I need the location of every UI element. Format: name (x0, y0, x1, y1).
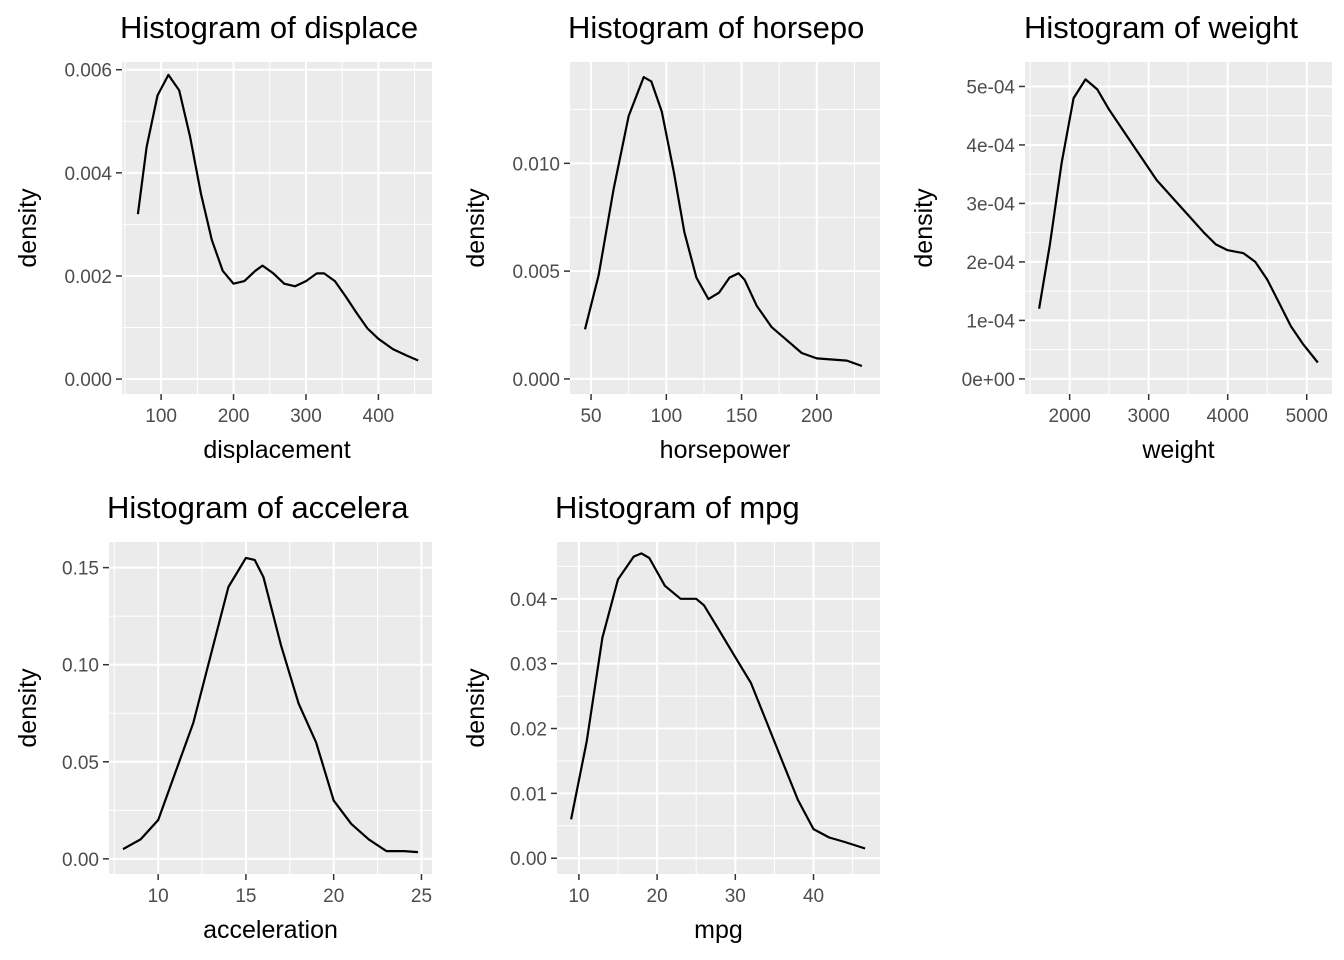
y-tick-label: 0.01 (510, 784, 547, 805)
x-tick-label: 100 (145, 406, 177, 427)
panel-title: Histogram of displace (120, 10, 418, 45)
panel-background (109, 542, 432, 874)
density-line (583, 76, 863, 368)
panel-background (122, 62, 432, 394)
panel-background (570, 62, 880, 394)
y-tick-label: 0.005 (512, 262, 560, 283)
y-tick-label: 0.05 (62, 753, 99, 774)
x-tick-label: 200 (218, 406, 250, 427)
x-tick-label: 10 (148, 886, 169, 907)
density-panel-horsepower: 50 100 150 200 0.000 0.005 0.010 Histogram of h… (462, 10, 880, 464)
y-tick-label: 0.15 (62, 559, 99, 580)
y-tick-label: 2e-04 (966, 253, 1015, 274)
x-tick-label: 10 (568, 886, 589, 907)
density-line (570, 552, 866, 850)
y-tick-label: 5e-04 (966, 77, 1015, 98)
x-tick-label: 3000 (1128, 406, 1170, 427)
x-tick-label: 100 (650, 406, 682, 427)
density-panel-mpg: 10 20 30 40 0.00 0.01 0.02 0.03 0.04 Histogram of… (462, 490, 880, 944)
y-tick-label: 0.004 (64, 164, 112, 185)
density-line (1038, 78, 1319, 364)
panel-title: Histogram of accelera (107, 490, 409, 525)
y-tick-label: 0.04 (510, 590, 547, 611)
x-tick-label: 25 (411, 886, 432, 907)
x-tick-label: 150 (726, 406, 758, 427)
y-tick-label: 0.10 (62, 656, 99, 677)
y-tick-label: 0.000 (512, 370, 560, 391)
x-axis-title: weight (1141, 436, 1214, 464)
y-tick-label: 0.03 (510, 655, 547, 676)
x-axis-title: displacement (203, 436, 350, 464)
y-tick-label: 0.00 (510, 849, 547, 870)
y-tick-label: 0.000 (64, 370, 112, 391)
density-line (122, 556, 419, 854)
density-panel-weight: 2000 3000 4000 5000 0e+00 1e-04 2e-04 3e-04 4e-0… (910, 10, 1332, 464)
x-axis-title: horsepower (660, 436, 791, 464)
y-tick-label: 0.002 (64, 267, 112, 288)
density-panel-acceleration: 10 15 20 25 0.00 0.05 0.10 0.15 Histogram of acc… (14, 490, 432, 944)
y-axis-title: density (14, 668, 42, 748)
x-tick-label: 20 (647, 886, 668, 907)
x-tick-label: 40 (803, 886, 824, 907)
x-tick-label: 400 (363, 406, 395, 427)
x-axis-title: mpg (694, 916, 743, 944)
panel-title: Histogram of weight (1024, 10, 1298, 45)
x-tick-label: 50 (580, 406, 601, 427)
y-tick-label: 0.02 (510, 720, 547, 741)
y-tick-label: 4e-04 (966, 136, 1015, 157)
x-tick-label: 5000 (1286, 406, 1328, 427)
x-axis-title: acceleration (203, 916, 338, 944)
y-tick-label: 1e-04 (966, 311, 1015, 332)
y-tick-label: 0.006 (64, 61, 112, 82)
panel-title: Histogram of mpg (555, 490, 800, 525)
y-axis-title: density (462, 188, 490, 268)
density-line (136, 73, 419, 362)
x-tick-label: 4000 (1207, 406, 1249, 427)
panel-title: Histogram of horsepo (568, 10, 864, 45)
x-tick-label: 20 (323, 886, 344, 907)
x-tick-label: 2000 (1049, 406, 1091, 427)
x-tick-label: 200 (801, 406, 833, 427)
x-tick-label: 15 (235, 886, 256, 907)
panel-background (557, 542, 880, 874)
x-tick-label: 300 (290, 406, 322, 427)
y-axis-title: density (462, 668, 490, 748)
y-axis-title: density (910, 188, 938, 268)
panel-background (1025, 62, 1332, 394)
y-tick-label: 0.010 (512, 154, 560, 175)
y-axis-title: density (14, 188, 42, 268)
density-panel-displacement: 100 200 300 400 0.000 0.002 0.004 0.006 Histogra… (14, 10, 432, 464)
y-tick-label: 0.00 (62, 850, 99, 871)
y-tick-label: 3e-04 (966, 194, 1015, 215)
x-tick-label: 30 (725, 886, 746, 907)
y-tick-label: 0e+00 (962, 370, 1015, 391)
